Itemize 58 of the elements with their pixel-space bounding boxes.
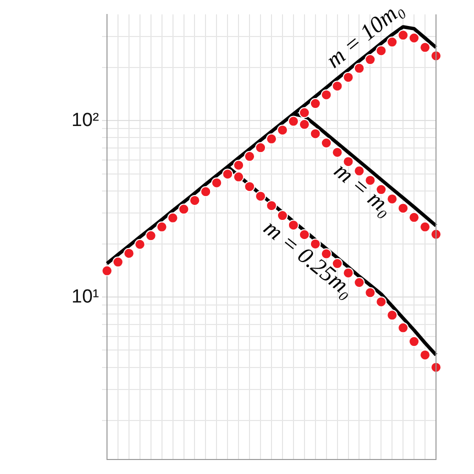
point bbox=[233, 160, 244, 171]
point bbox=[288, 116, 299, 127]
point bbox=[298, 229, 310, 240]
point bbox=[156, 221, 168, 232]
point bbox=[354, 277, 365, 288]
point bbox=[145, 230, 156, 242]
text: m = m₀ bbox=[330, 158, 398, 221]
point bbox=[332, 80, 343, 92]
y-tick-label: 10² bbox=[72, 110, 99, 131]
point bbox=[134, 238, 146, 250]
point bbox=[211, 177, 222, 188]
point bbox=[408, 336, 420, 348]
point bbox=[376, 45, 387, 56]
point bbox=[276, 124, 288, 136]
point bbox=[255, 142, 266, 154]
point bbox=[244, 181, 256, 192]
point bbox=[320, 137, 332, 148]
point bbox=[244, 150, 256, 162]
point bbox=[266, 200, 277, 212]
point bbox=[354, 165, 365, 176]
point bbox=[408, 32, 420, 44]
point bbox=[354, 62, 365, 74]
point bbox=[255, 190, 266, 202]
point bbox=[298, 118, 310, 130]
point bbox=[167, 212, 178, 224]
y-tick-label: 10¹ bbox=[72, 286, 99, 308]
point bbox=[123, 248, 134, 259]
point bbox=[102, 265, 112, 276]
point bbox=[376, 296, 387, 308]
point bbox=[200, 186, 212, 198]
point bbox=[266, 133, 277, 144]
point bbox=[288, 220, 299, 231]
point bbox=[342, 72, 354, 83]
point bbox=[420, 42, 431, 53]
point bbox=[310, 98, 321, 110]
point bbox=[112, 256, 124, 268]
point bbox=[178, 204, 190, 215]
point bbox=[276, 210, 288, 222]
point bbox=[189, 194, 200, 206]
point bbox=[233, 171, 244, 182]
point bbox=[386, 310, 398, 321]
point bbox=[332, 146, 343, 158]
point bbox=[222, 168, 234, 180]
point bbox=[298, 107, 310, 118]
point bbox=[420, 349, 431, 360]
point bbox=[364, 287, 376, 298]
point bbox=[408, 212, 420, 223]
point bbox=[342, 156, 354, 168]
point bbox=[310, 128, 321, 140]
text: m = 10m₀ bbox=[321, 0, 408, 73]
point bbox=[398, 202, 409, 214]
point bbox=[364, 54, 376, 66]
point bbox=[430, 362, 442, 373]
point bbox=[310, 238, 321, 250]
point bbox=[398, 322, 409, 334]
point bbox=[320, 89, 332, 100]
point bbox=[420, 221, 431, 232]
point bbox=[386, 193, 398, 204]
